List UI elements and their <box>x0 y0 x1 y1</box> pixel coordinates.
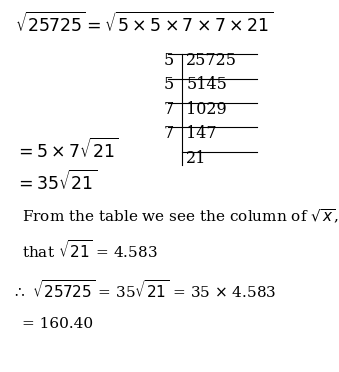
Text: 1029: 1029 <box>186 101 227 118</box>
Text: 5: 5 <box>163 52 174 69</box>
Text: $\therefore$ $\sqrt{25725}$ = 35$\sqrt{21}$ = 35 $\times$ 4.583: $\therefore$ $\sqrt{25725}$ = 35$\sqrt{2… <box>12 279 276 301</box>
Text: 25725: 25725 <box>186 52 237 69</box>
Text: 147: 147 <box>186 125 217 142</box>
Text: $= 5 \times 7\sqrt{21}$: $= 5 \times 7\sqrt{21}$ <box>15 138 118 162</box>
Text: that $\sqrt{21}$ = 4.583: that $\sqrt{21}$ = 4.583 <box>22 239 158 261</box>
Text: $\sqrt{25725} = \sqrt{5 \times 5 \times 7 \times 7 \times 21}$: $\sqrt{25725} = \sqrt{5 \times 5 \times … <box>15 12 273 36</box>
Text: $= 35\sqrt{21}$: $= 35\sqrt{21}$ <box>15 170 97 195</box>
Text: 7: 7 <box>163 101 174 118</box>
Text: 5: 5 <box>163 76 174 93</box>
Text: 21: 21 <box>186 150 207 167</box>
Text: From the table we see the column of $\sqrt{x}$,: From the table we see the column of $\sq… <box>22 208 339 226</box>
Text: = 160.40: = 160.40 <box>22 317 93 331</box>
Text: 5145: 5145 <box>186 76 227 93</box>
Text: 7: 7 <box>163 125 174 142</box>
